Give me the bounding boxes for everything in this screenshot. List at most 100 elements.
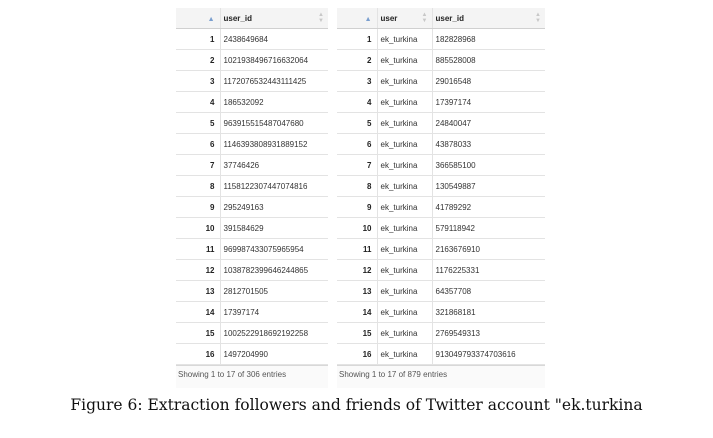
table-cell: 969987433075965954 (219, 238, 328, 260)
table-cell: ek_turkina (376, 217, 432, 239)
table-row[interactable]: 15 1002522918692192258 (176, 322, 328, 344)
row-index: 9 (176, 196, 220, 218)
table-row[interactable]: 2 1021938496716632064 (176, 49, 328, 71)
table-row[interactable]: 3 1172076532443111425 (176, 70, 328, 92)
table-cell: 2812701505 (219, 280, 328, 302)
table-cell: ek_turkina (376, 91, 432, 113)
table-cell: ek_turkina (376, 322, 432, 344)
table-cell: ek_turkina (376, 28, 432, 50)
table-cell: 2163676910 (431, 238, 545, 260)
table-row[interactable]: 2 ek_turkina 885528008 (337, 49, 545, 71)
column-header-user-id[interactable]: user_id ▲ ▼ (219, 8, 328, 29)
friends-entries-info: Showing 1 to 17 of 879 entries (337, 365, 545, 388)
row-index: 12 (337, 259, 377, 281)
table-row[interactable]: 10 391584629 (176, 217, 328, 239)
table-cell: ek_turkina (376, 175, 432, 197)
table-row[interactable]: 6 1146393808931889152 (176, 133, 328, 155)
table-row[interactable]: 11 969987433075965954 (176, 238, 328, 260)
table-row[interactable]: 4 ek_turkina 17397174 (337, 91, 545, 113)
table-row[interactable]: 1 2438649684 (176, 28, 328, 50)
index-column-header[interactable]: ▲ (337, 8, 377, 29)
friends-table-header-row: ▲ user ▲ ▼ user_id ▲ ▼ (337, 8, 545, 29)
table-row[interactable]: 16 1497204990 (176, 343, 328, 365)
table-row[interactable]: 6 ek_turkina 43878033 (337, 133, 545, 155)
table-cell: 1021938496716632064 (219, 49, 328, 71)
column-header-user[interactable]: user ▲ ▼ (376, 8, 432, 29)
index-column-header[interactable]: ▲ (176, 8, 220, 29)
table-cell: ek_turkina (376, 343, 432, 365)
row-index: 2 (176, 49, 220, 71)
table-row[interactable]: 9 295249163 (176, 196, 328, 218)
row-index: 5 (337, 112, 377, 134)
table-cell: ek_turkina (376, 112, 432, 134)
table-row[interactable]: 13 2812701505 (176, 280, 328, 302)
table-row[interactable]: 5 ek_turkina 24840047 (337, 112, 545, 134)
row-index: 10 (337, 217, 377, 239)
table-cell: 579118942 (431, 217, 545, 239)
table-row[interactable]: 7 ek_turkina 366585100 (337, 154, 545, 176)
table-cell: 182828968 (431, 28, 545, 50)
column-header-user-id[interactable]: user_id ▲ ▼ (431, 8, 545, 29)
table-row[interactable]: 4 186532092 (176, 91, 328, 113)
table-cell: 17397174 (219, 301, 328, 323)
friends-table: ▲ user ▲ ▼ user_id ▲ ▼ 1 ek_turkina 18282896… (337, 8, 545, 365)
table-cell: 295249163 (219, 196, 328, 218)
table-cell: 1158122307447074816 (219, 175, 328, 197)
table-cell: 366585100 (431, 154, 545, 176)
row-index: 4 (176, 91, 220, 113)
table-cell: 43878033 (431, 133, 545, 155)
table-row[interactable]: 13 ek_turkina 64357708 (337, 280, 545, 302)
table-cell: 1172076532443111425 (219, 70, 328, 92)
table-cell: 17397174 (431, 91, 545, 113)
table-cell: 321868181 (431, 301, 545, 323)
table-cell: 24840047 (431, 112, 545, 134)
row-index: 16 (337, 343, 377, 365)
table-cell: 913049793374703616 (431, 343, 545, 365)
table-cell: ek_turkina (376, 49, 432, 71)
row-index: 10 (176, 217, 220, 239)
table-row[interactable]: 8 ek_turkina 130549887 (337, 175, 545, 197)
figure-caption: Figure 6: Extraction followers and frien… (70, 396, 643, 414)
table-cell: 2769549313 (431, 322, 545, 344)
followers-table: ▲ user_id ▲ ▼ 1 2438649684 2 102193849671663… (176, 8, 328, 365)
table-cell: 41789292 (431, 196, 545, 218)
table-row[interactable]: 7 37746426 (176, 154, 328, 176)
table-row[interactable]: 1 ek_turkina 182828968 (337, 28, 545, 50)
table-row[interactable]: 9 ek_turkina 41789292 (337, 196, 545, 218)
table-cell: 186532092 (219, 91, 328, 113)
table-row[interactable]: 3 ek_turkina 29016548 (337, 70, 545, 92)
table-cell: ek_turkina (376, 70, 432, 92)
row-index: 6 (337, 133, 377, 155)
table-row[interactable]: 11 ek_turkina 2163676910 (337, 238, 545, 260)
row-index: 7 (176, 154, 220, 176)
sort-ascending-icon: ▲ (207, 15, 215, 23)
row-index: 1 (337, 28, 377, 50)
row-index: 9 (337, 196, 377, 218)
table-cell: 1038782399646244865 (219, 259, 328, 281)
table-row[interactable]: 15 ek_turkina 2769549313 (337, 322, 545, 344)
table-cell: ek_turkina (376, 280, 432, 302)
row-index: 3 (337, 70, 377, 92)
table-cell: ek_turkina (376, 259, 432, 281)
row-index: 5 (176, 112, 220, 134)
row-index: 11 (176, 238, 220, 260)
table-row[interactable]: 10 ek_turkina 579118942 (337, 217, 545, 239)
row-index: 6 (176, 133, 220, 155)
table-cell: 1146393808931889152 (219, 133, 328, 155)
table-cell: 1176225331 (431, 259, 545, 281)
table-cell: 391584629 (219, 217, 328, 239)
row-index: 2 (337, 49, 377, 71)
sort-ascending-icon: ▲ (364, 15, 372, 23)
row-index: 3 (176, 70, 220, 92)
table-row[interactable]: 12 1038782399646244865 (176, 259, 328, 281)
row-index: 13 (337, 280, 377, 302)
table-cell: ek_turkina (376, 196, 432, 218)
table-cell: 1002522918692192258 (219, 322, 328, 344)
table-row[interactable]: 12 ek_turkina 1176225331 (337, 259, 545, 281)
table-row[interactable]: 14 ek_turkina 321868181 (337, 301, 545, 323)
table-row[interactable]: 5 963915515487047680 (176, 112, 328, 134)
row-index: 15 (337, 322, 377, 344)
table-row[interactable]: 14 17397174 (176, 301, 328, 323)
table-row[interactable]: 16 ek_turkina 913049793374703616 (337, 343, 545, 365)
table-row[interactable]: 8 1158122307447074816 (176, 175, 328, 197)
